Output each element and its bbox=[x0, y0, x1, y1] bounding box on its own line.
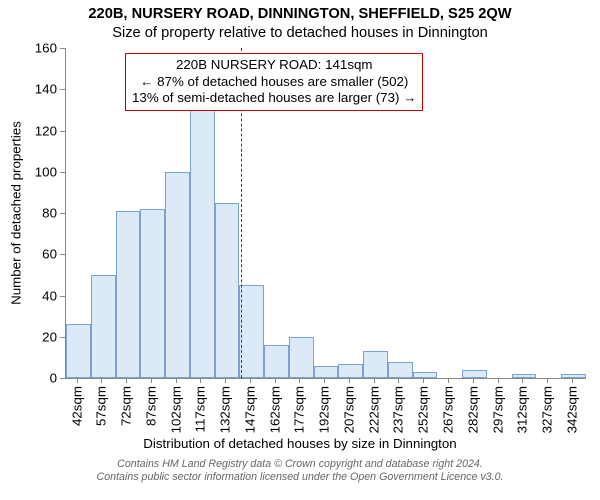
x-tick-label: 57sqm bbox=[94, 386, 109, 426]
x-tick-mark bbox=[299, 378, 300, 383]
y-tick-mark bbox=[60, 337, 65, 338]
x-tick-label: 207sqm bbox=[341, 386, 356, 433]
y-tick-label: 0 bbox=[0, 371, 57, 386]
histogram-bar bbox=[116, 211, 141, 378]
x-tick-mark bbox=[398, 378, 399, 383]
y-tick-mark bbox=[60, 213, 65, 214]
x-tick-label: 267sqm bbox=[440, 386, 455, 433]
x-tick-mark bbox=[572, 378, 573, 383]
y-tick-label: 140 bbox=[0, 82, 57, 97]
y-tick-label: 100 bbox=[0, 164, 57, 179]
x-tick-label: 297sqm bbox=[490, 386, 505, 433]
histogram-bar bbox=[190, 110, 215, 378]
x-tick-label: 117sqm bbox=[193, 386, 208, 432]
x-tick-mark bbox=[374, 378, 375, 383]
x-tick-mark bbox=[250, 378, 251, 383]
x-tick-label: 342sqm bbox=[564, 386, 579, 433]
y-tick-mark bbox=[60, 378, 65, 379]
histogram-bar bbox=[314, 366, 339, 378]
x-tick-label: 327sqm bbox=[540, 386, 555, 433]
x-tick-label: 312sqm bbox=[515, 386, 530, 433]
x-tick-mark bbox=[547, 378, 548, 383]
x-tick-mark bbox=[275, 378, 276, 383]
annotation-line: ← 87% of detached houses are smaller (50… bbox=[132, 74, 416, 91]
histogram-bar bbox=[561, 374, 586, 378]
y-tick-mark bbox=[60, 131, 65, 132]
x-tick-mark bbox=[324, 378, 325, 383]
x-tick-mark bbox=[423, 378, 424, 383]
x-tick-mark bbox=[77, 378, 78, 383]
annotation-line: 220B NURSERY ROAD: 141sqm bbox=[132, 57, 416, 74]
histogram-bar bbox=[512, 374, 537, 378]
x-tick-mark bbox=[498, 378, 499, 383]
x-tick-mark bbox=[126, 378, 127, 383]
histogram-bar bbox=[165, 172, 190, 378]
y-tick-label: 120 bbox=[0, 123, 57, 138]
y-tick-label: 160 bbox=[0, 41, 57, 56]
footer-line2: Contains public sector information licen… bbox=[97, 471, 504, 483]
y-tick-mark bbox=[60, 172, 65, 173]
x-tick-mark bbox=[522, 378, 523, 383]
x-tick-label: 72sqm bbox=[119, 386, 134, 426]
x-tick-label: 102sqm bbox=[168, 386, 183, 433]
x-tick-label: 177sqm bbox=[292, 386, 307, 433]
y-tick-mark bbox=[60, 296, 65, 297]
y-tick-mark bbox=[60, 254, 65, 255]
histogram-bar bbox=[215, 203, 240, 378]
x-tick-mark bbox=[225, 378, 226, 383]
x-tick-mark bbox=[151, 378, 152, 383]
x-tick-label: 42sqm bbox=[69, 386, 84, 426]
x-tick-mark bbox=[176, 378, 177, 383]
histogram-bar bbox=[66, 324, 91, 378]
histogram-bar bbox=[413, 372, 438, 378]
histogram-bar bbox=[91, 275, 116, 378]
x-tick-label: 132sqm bbox=[218, 386, 233, 433]
x-axis-label: Distribution of detached houses by size … bbox=[0, 436, 600, 451]
x-tick-mark bbox=[101, 378, 102, 383]
x-tick-label: 282sqm bbox=[465, 386, 480, 433]
y-tick-mark bbox=[60, 48, 65, 49]
histogram-bar bbox=[289, 337, 314, 378]
x-tick-mark bbox=[349, 378, 350, 383]
x-tick-label: 192sqm bbox=[317, 386, 332, 433]
y-tick-label: 40 bbox=[0, 288, 57, 303]
x-tick-mark bbox=[448, 378, 449, 383]
y-tick-label: 80 bbox=[0, 206, 57, 221]
x-tick-label: 87sqm bbox=[143, 386, 158, 426]
x-tick-label: 147sqm bbox=[242, 386, 257, 433]
x-tick-label: 252sqm bbox=[416, 386, 431, 433]
histogram-bar bbox=[338, 364, 363, 378]
chart-title-address: 220B, NURSERY ROAD, DINNINGTON, SHEFFIEL… bbox=[0, 6, 600, 22]
histogram-bar bbox=[140, 209, 165, 378]
histogram-bar bbox=[239, 285, 264, 378]
footer-line1: Contains HM Land Registry data © Crown c… bbox=[117, 458, 483, 470]
x-tick-label: 237sqm bbox=[391, 386, 406, 433]
y-tick-label: 20 bbox=[0, 329, 57, 344]
x-tick-mark bbox=[200, 378, 201, 383]
histogram-bar bbox=[462, 370, 487, 378]
histogram-bar bbox=[388, 362, 413, 379]
property-size-chart: 220B, NURSERY ROAD, DINNINGTON, SHEFFIEL… bbox=[0, 0, 600, 500]
x-tick-label: 222sqm bbox=[366, 386, 381, 433]
histogram-bar bbox=[264, 345, 289, 378]
y-tick-label: 60 bbox=[0, 247, 57, 262]
annotation-line: 13% of semi-detached houses are larger (… bbox=[132, 90, 416, 107]
annotation-box: 220B NURSERY ROAD: 141sqm← 87% of detach… bbox=[125, 53, 423, 111]
x-tick-mark bbox=[473, 378, 474, 383]
plot-area: 220B NURSERY ROAD: 141sqm← 87% of detach… bbox=[65, 48, 586, 379]
chart-subtitle: Size of property relative to detached ho… bbox=[0, 25, 600, 41]
chart-footer: Contains HM Land Registry data © Crown c… bbox=[0, 458, 600, 485]
y-tick-mark bbox=[60, 89, 65, 90]
x-tick-label: 162sqm bbox=[267, 386, 282, 433]
histogram-bar bbox=[363, 351, 388, 378]
